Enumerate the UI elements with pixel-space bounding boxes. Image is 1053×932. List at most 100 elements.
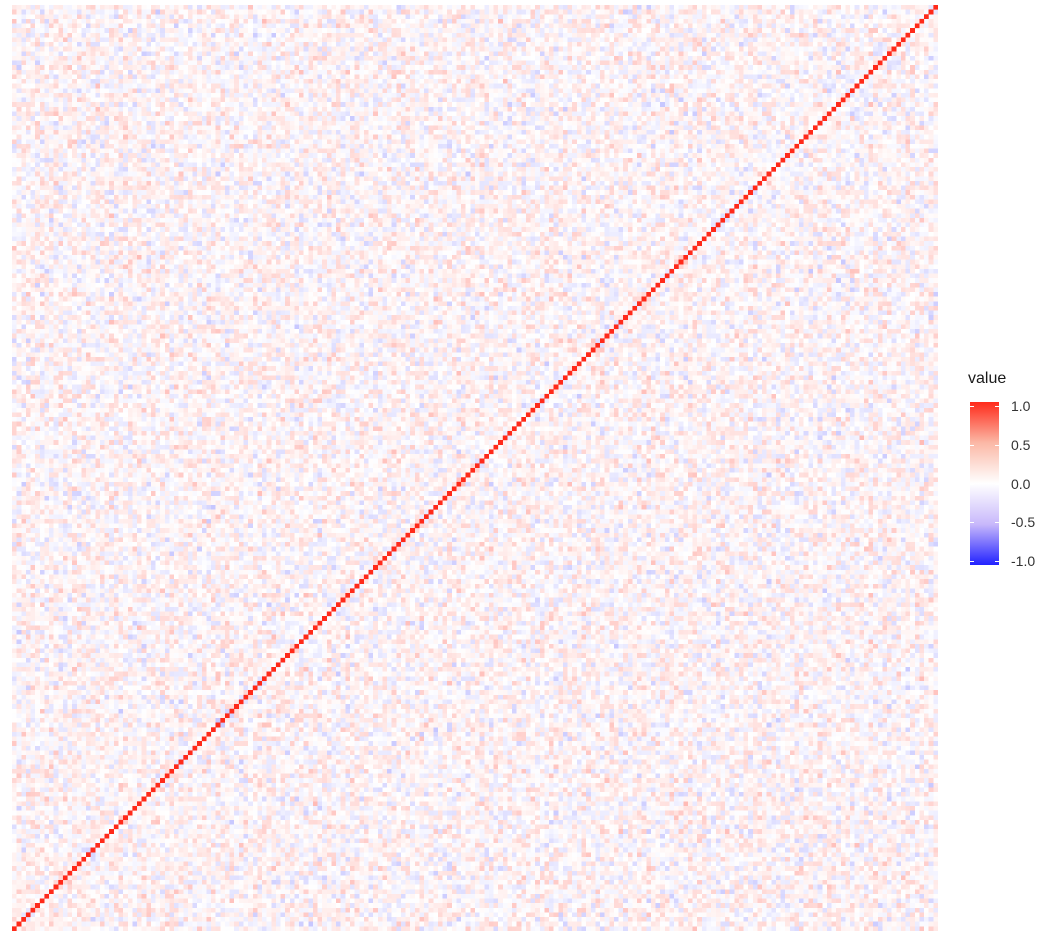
legend-title: value <box>968 370 1007 387</box>
diagonal-cell <box>308 630 313 635</box>
diagonal-cell <box>502 435 508 441</box>
diagonal-cell <box>192 745 198 751</box>
diagonal-cell <box>854 83 860 89</box>
diagonal-cell <box>183 755 188 760</box>
diagonal-cell <box>150 787 156 793</box>
diagonal-cell <box>178 759 184 765</box>
diagonal-cell <box>641 296 647 302</box>
legend-tick-label: -0.5 <box>1011 514 1036 531</box>
diagonal-cell <box>525 412 531 418</box>
diagonal-cell <box>623 315 628 320</box>
diagonal-cell <box>669 268 675 274</box>
diagonal-cell <box>924 14 929 19</box>
diagonal-cell <box>845 92 851 98</box>
legend-tick-label: 0.5 <box>1011 436 1031 453</box>
diagonal-cell <box>470 468 475 473</box>
diagonal-cell <box>201 736 207 742</box>
diagonal-cell <box>349 588 355 594</box>
diagonal-cell <box>576 361 582 367</box>
diagonal-cell <box>521 417 526 422</box>
diagonal-cell <box>701 236 707 242</box>
diagonal-cell <box>285 653 290 658</box>
diagonal-cell <box>155 782 161 788</box>
diagonal-cell <box>660 278 665 283</box>
diagonal-cell <box>104 833 110 839</box>
diagonal-cell <box>780 157 786 163</box>
diagonal-cell <box>706 231 712 237</box>
diagonal-cell <box>373 565 378 570</box>
diagonal-cell <box>424 514 429 519</box>
diagonal-cell <box>535 403 540 408</box>
diagonal-cell <box>859 79 864 84</box>
diagonal-cell <box>711 227 716 232</box>
diagonal-cell <box>197 741 202 746</box>
diagonal-cell <box>655 282 661 288</box>
diagonal-cell <box>433 505 438 510</box>
diagonal-cell <box>850 88 855 93</box>
diagonal-cell <box>280 657 286 663</box>
diagonal-cell <box>752 185 758 191</box>
diagonal-cell <box>326 611 332 617</box>
diagonal-cell <box>25 912 31 918</box>
diagonal-cell <box>498 440 503 445</box>
diagonal-cell <box>243 694 249 700</box>
diagonal-cell <box>99 838 105 844</box>
legend-tick-mark <box>995 483 999 485</box>
diagonal-cell <box>771 167 776 172</box>
legend-colorbar <box>970 402 999 565</box>
diagonal-cell <box>382 555 388 561</box>
diagonal-cell <box>475 463 480 468</box>
diagonal-cell <box>312 625 318 631</box>
diagonal-cell <box>600 338 605 343</box>
diagonal-cell <box>174 764 179 769</box>
diagonal-cell <box>831 106 837 112</box>
diagonal-cell <box>368 569 374 575</box>
diagonal-cell <box>340 597 346 603</box>
diagonal-cell <box>67 870 73 876</box>
diagonal-cell <box>697 241 702 246</box>
diagonal-cell <box>141 796 147 802</box>
diagonal-cell <box>331 606 337 612</box>
diagonal-cell <box>618 319 624 325</box>
diagonal-cell <box>488 449 494 455</box>
diagonal-cell <box>359 579 364 584</box>
legend-tick-label: -1.0 <box>1011 553 1036 569</box>
diagonal-cell <box>400 537 406 543</box>
diagonal-cell <box>743 194 749 200</box>
diagonal-cell <box>12 926 17 931</box>
diagonal-cell <box>544 393 550 399</box>
diagonal-cell <box>109 829 114 834</box>
diagonal-cell <box>30 907 36 913</box>
diagonal-cell <box>928 9 934 15</box>
diagonal-cell <box>266 671 272 677</box>
heatmap-diagonal-layer <box>12 5 938 931</box>
diagonal-cell <box>794 143 800 149</box>
legend-tick-mark <box>995 561 999 562</box>
diagonal-cell <box>294 643 300 649</box>
legend-tick-label: 1.0 <box>1011 398 1031 414</box>
diagonal-cell <box>317 620 323 626</box>
diagonal-cell <box>238 699 244 705</box>
diagonal-cell <box>729 208 735 214</box>
diagonal-cell <box>484 454 489 459</box>
diagonal-cell <box>164 773 170 779</box>
diagonal-cell <box>558 380 563 385</box>
diagonal-cell <box>299 639 304 644</box>
diagonal-cell <box>595 342 601 348</box>
diagonal-cell <box>530 407 536 413</box>
diagonal-cell <box>738 199 744 205</box>
diagonal-cell <box>674 264 679 269</box>
legend-tick-mark <box>970 406 974 407</box>
diagonal-cell <box>863 74 869 80</box>
diagonal-cell <box>95 843 100 848</box>
diagonal-cell <box>215 722 221 728</box>
diagonal-cell <box>206 731 212 737</box>
diagonal-cell <box>303 634 309 640</box>
legend-tick-label: 0.0 <box>1011 475 1031 492</box>
diagonal-cell <box>211 727 216 732</box>
diagonal-cell <box>345 593 350 598</box>
diagonal-cell <box>21 917 26 922</box>
diagonal-cell <box>262 676 267 681</box>
diagonal-cell <box>224 713 230 719</box>
